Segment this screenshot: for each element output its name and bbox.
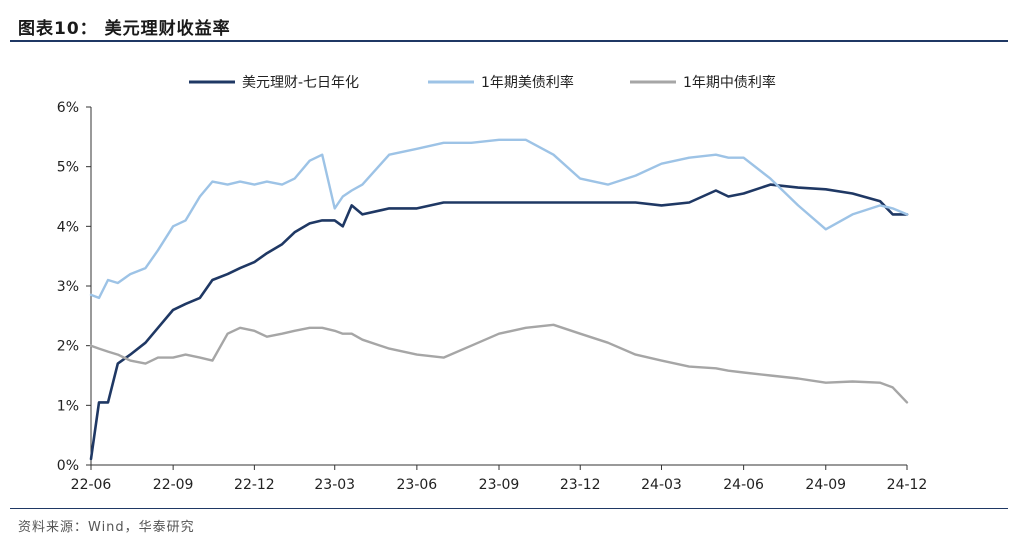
chart-figure-title: 图表10： 美元理财收益率	[18, 19, 231, 39]
legend-label-1: 美元理财-七日年化	[242, 75, 359, 91]
x-tick-label: 24-03	[641, 477, 682, 493]
y-tick-label: 4%	[57, 219, 79, 235]
title-divider	[10, 40, 1008, 42]
legend-label-2: 1年期美债利率	[481, 74, 574, 91]
footer-divider	[10, 508, 1008, 509]
series-line-1	[89, 183, 909, 461]
x-tick-label: 23-09	[479, 477, 520, 493]
x-tick-label: 23-03	[314, 477, 355, 493]
x-tick-label: 22-06	[71, 477, 112, 493]
x-tick-label: 23-12	[560, 477, 601, 493]
y-tick-label: 6%	[57, 100, 79, 116]
series-line-3	[89, 323, 909, 404]
y-tick-label: 2%	[57, 339, 79, 355]
x-tick-label: 22-12	[234, 477, 275, 493]
x-tick-label: 24-06	[723, 477, 764, 493]
chart-header: 图表10： 美元理财收益率	[0, 0, 1008, 40]
source-note: 资料来源：Wind，华泰研究	[18, 520, 195, 535]
y-tick-label: 1%	[57, 398, 79, 414]
legend-label-3: 1年期中债利率	[683, 74, 776, 91]
x-tick-label: 24-09	[805, 477, 846, 493]
y-tick-label: 5%	[57, 160, 79, 176]
y-tick-label: 3%	[57, 279, 79, 295]
x-tick-label: 23-06	[397, 477, 438, 493]
y-tick-label: 0%	[57, 458, 79, 474]
x-tick-label: 24-12	[887, 477, 928, 493]
series-line-2	[89, 138, 909, 300]
x-tick-label: 22-09	[153, 477, 194, 493]
